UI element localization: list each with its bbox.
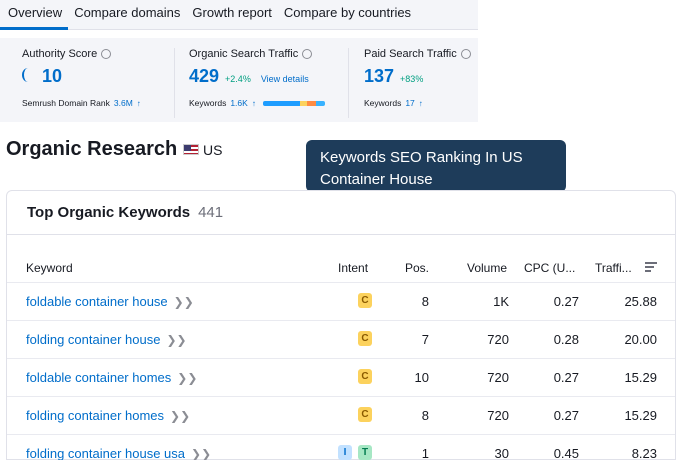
card-title: Top Organic Keywords [27,204,191,221]
country-label[interactable]: US [203,142,223,158]
volume-cell: 720 [487,370,509,385]
position-cell: 8 [421,408,429,423]
keyword-link[interactable]: folding container homes [26,408,165,423]
annotation-tooltip: Keywords SEO Ranking In US Container Hou… [306,140,566,192]
tab-compare-by-countries[interactable]: Compare by countries [283,4,412,20]
volume-cell: 1K [493,294,509,309]
paid-traffic-value[interactable]: 137 [364,66,395,86]
volume-cell: 720 [487,332,509,347]
table-row[interactable]: foldable container house ❯❯ C 8 1K 0.27 2… [7,282,675,320]
intent-badge[interactable]: C [358,331,372,346]
cpc-cell: 0.27 [553,294,579,309]
intent-badge[interactable]: C [358,369,372,384]
tooltip-line-1: Keywords SEO Ranking In US [320,149,523,166]
chevron-right-icon[interactable]: ❯❯ [191,447,212,460]
score-ring-icon [22,68,34,82]
keyword-count: 441 [198,204,224,221]
volume-cell: 30 [494,446,509,460]
info-icon[interactable] [101,49,112,59]
tab-growth-report[interactable]: Growth report [192,4,272,20]
page-header: Organic Research US [0,126,676,190]
organic-traffic-change: +2.4% [225,74,251,84]
top-keywords-card: Top Organic Keywords 441 Keyword Intent … [6,190,676,460]
organic-traffic-value[interactable]: 429 [189,66,220,86]
intent-badge[interactable]: C [358,293,372,308]
paid-traffic-label: Paid Search Traffic [364,48,457,60]
table-row[interactable]: folding container house usa ❯❯ I T 1 30 0… [7,434,675,460]
organic-keywords-value[interactable]: 1.6K [230,98,248,108]
position-cell: 8 [421,294,429,309]
keyword-link[interactable]: foldable container homes [26,370,172,385]
traffic-cell: 15.29 [624,408,657,423]
cpc-cell: 0.27 [553,370,579,385]
col-header-cpc[interactable]: CPC (U... [524,261,576,275]
report-tabs: Overview Compare domains Growth report C… [0,0,478,30]
col-header-traffic[interactable]: Traffi... [595,261,632,275]
table-row[interactable]: foldable container homes ❯❯ C 10 720 0.27… [7,358,675,396]
organic-keywords-label: Keywords [189,98,227,108]
tab-overview[interactable]: Overview [0,0,69,30]
arrow-up-icon: ↑ [136,98,141,108]
paid-keywords-value[interactable]: 17 [405,98,415,108]
col-header-volume[interactable]: Volume [467,261,508,275]
position-cell: 7 [421,332,429,347]
keyword-link[interactable]: folding container house [26,332,161,347]
keyword-link[interactable]: folding container house usa [26,446,186,460]
chevron-right-icon[interactable]: ❯❯ [173,295,194,309]
page-title: Organic Research [6,138,178,160]
traffic-cell: 25.88 [624,294,657,309]
traffic-cell: 20.00 [624,332,657,347]
col-header-intent[interactable]: Intent [338,261,369,275]
cpc-cell: 0.45 [553,446,579,460]
authority-score-metric: Authority Score 10 Semrush Domain Rank 3… [22,48,172,118]
authority-score-label: Authority Score [22,48,98,60]
paid-traffic-change: +83% [400,74,424,84]
col-header-pos[interactable]: Pos. [405,261,430,275]
arrow-up-icon: ↑ [251,98,256,108]
col-header-keyword[interactable]: Keyword [26,261,73,275]
domain-rank-value[interactable]: 3.6M [113,98,133,108]
metrics-panel: Authority Score 10 Semrush Domain Rank 3… [0,38,478,122]
organic-traffic-metric: Organic Search Traffic 429 +2.4% View de… [174,48,342,118]
table-row[interactable]: folding container homes ❯❯ C 8 720 0.27 1… [7,396,675,434]
intent-badge[interactable]: C [358,407,372,422]
info-icon[interactable] [302,49,313,59]
tooltip-line-2: Container House [320,171,433,188]
intent-badge[interactable]: T [358,445,372,460]
organic-traffic-label: Organic Search Traffic [189,48,299,60]
keyword-link[interactable]: foldable container house [26,294,168,309]
chevron-right-icon[interactable]: ❯❯ [170,409,191,423]
info-icon[interactable] [460,49,471,59]
table-row[interactable]: folding container house ❯❯ C 7 720 0.28 2… [7,320,675,358]
arrow-up-icon: ↑ [418,98,423,108]
domain-rank-label: Semrush Domain Rank [22,98,110,108]
traffic-cell: 15.29 [624,370,657,385]
position-cell: 10 [414,370,429,385]
tab-compare-domains[interactable]: Compare domains [74,4,181,20]
paid-keywords-label: Keywords [364,98,402,108]
us-flag-icon [183,144,199,155]
intent-badge[interactable]: I [338,445,352,460]
volume-cell: 720 [487,408,509,423]
paid-traffic-metric: Paid Search Traffic 137 +83% Keywords 17… [348,48,478,118]
traffic-cell: 8.23 [631,446,657,460]
authority-score-value[interactable]: 10 [42,66,63,86]
view-details-link[interactable]: View details [260,74,309,84]
cpc-cell: 0.27 [553,408,579,423]
keywords-distribution-bar [262,100,325,106]
sort-icon[interactable] [645,262,657,274]
chevron-right-icon[interactable]: ❯❯ [166,333,187,347]
position-cell: 1 [421,446,429,460]
chevron-right-icon[interactable]: ❯❯ [177,371,198,385]
cpc-cell: 0.28 [553,332,579,347]
